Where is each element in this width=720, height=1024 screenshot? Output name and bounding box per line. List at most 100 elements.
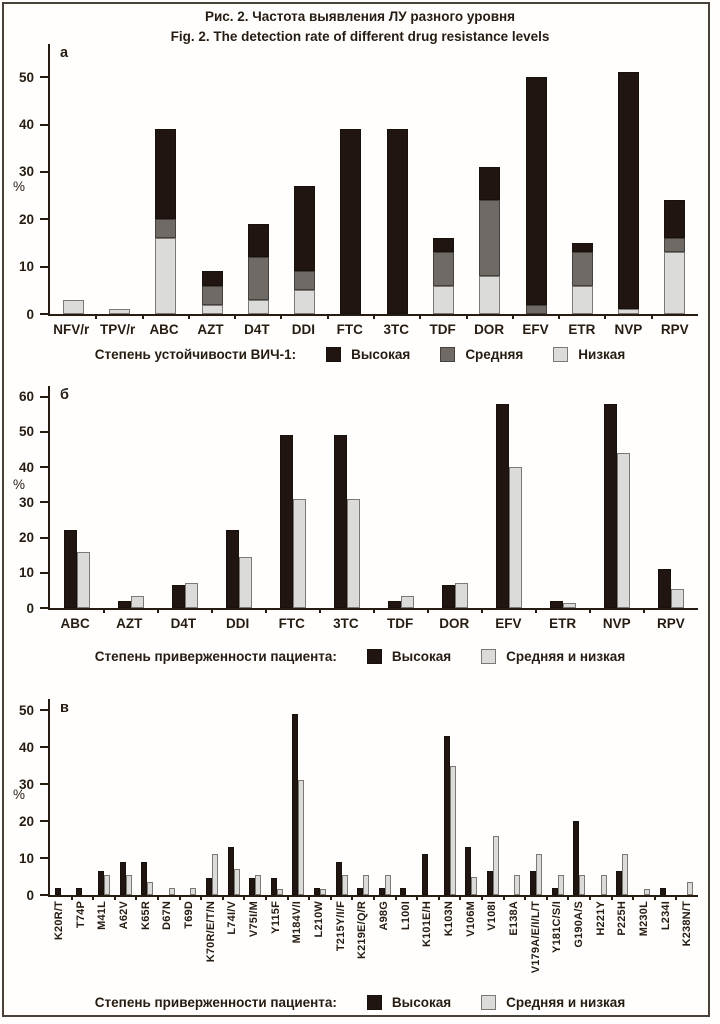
chart-b-x-axis-labels: ABC AZT D4T DDI FTC 3TC TDF DOR EFV ETR NVP RPV [48, 616, 698, 634]
bar-M230L-low [644, 889, 650, 895]
bar-A62V-high [119, 861, 126, 895]
bar-NVP-high [604, 403, 617, 608]
bar-DOR-high [479, 167, 501, 201]
x-axis-category-label: H221Y [594, 901, 607, 936]
bar-V106M-high [465, 846, 472, 895]
bar-T215Y/I/F-high [335, 861, 342, 895]
legend-item-label: Высокая [351, 347, 411, 362]
bar-D4T-low [247, 299, 269, 314]
legend-item: Высокая [326, 347, 410, 362]
x-axis-category-label: FTC [336, 322, 363, 337]
bar-FTC-high [340, 129, 362, 314]
figure-title: Рис. 2. Частота выявления ЛУ разного уро… [0, 7, 720, 48]
bar-P225H-low [622, 854, 629, 895]
x-axis-category-label: V108I [486, 901, 499, 931]
x-axis-category-label: K20R/T [52, 901, 65, 941]
y-tick-mark [40, 820, 48, 823]
legend-item-label: Низкая [578, 347, 626, 362]
y-tick-mark [40, 430, 48, 433]
bar-AZT-medium [201, 285, 223, 305]
bar-V108I-high [486, 870, 493, 895]
bar-T74P-high [76, 887, 83, 895]
x-tick-mark [70, 895, 73, 900]
figure-title-en: Fig. 2. The detection rate of different … [170, 29, 550, 45]
y-tick-mark [40, 536, 48, 539]
bar-FTC-low [293, 498, 306, 608]
chart-c-x-axis-labels: K20R/T T74P M41L A62V K65R D67N T69D K70R/E/T/N… [48, 901, 698, 991]
x-axis-category-label: EFV [495, 616, 522, 631]
x-tick-mark [326, 314, 329, 319]
x-axis-category-label: E138A [507, 901, 520, 936]
bar-V75I/M-high [249, 878, 256, 895]
bar-DDI-high [226, 530, 239, 608]
x-tick-mark [141, 314, 144, 319]
y-tick-mark [40, 466, 48, 469]
x-axis-category-label: K70R/E/T/N [204, 901, 217, 963]
x-tick-mark [394, 895, 397, 900]
x-axis-category-label: RPV [660, 322, 689, 337]
bar-AZT-low [201, 304, 223, 314]
bar-TDF-low [401, 595, 414, 608]
bar-K70R/E/T/N-high [206, 878, 212, 895]
bar-T215Y/I/F-low [341, 874, 348, 895]
legend-item: Средняя и низкая [481, 649, 625, 664]
y-tick-mark [40, 313, 48, 315]
x-tick-mark [650, 314, 653, 319]
bar-Y181C/S/I-high [551, 887, 558, 895]
x-tick-mark [178, 895, 181, 900]
bar-AZT-high [201, 271, 223, 286]
bar-D4T-low [185, 583, 198, 608]
bar-RPV-low [664, 252, 686, 314]
x-tick-mark [567, 895, 570, 900]
x-tick-mark [373, 608, 375, 613]
y-tick-label: 10 [18, 258, 34, 274]
bar-E138A-low [514, 874, 521, 895]
bar-M184V/I-low [298, 780, 305, 895]
x-tick-mark [265, 895, 267, 900]
bar-TDF-medium [432, 252, 454, 286]
x-tick-mark [92, 895, 95, 900]
chart-b-y-axis-label: % [13, 477, 26, 493]
bar-ABC-high [63, 530, 77, 608]
x-tick-mark [416, 895, 419, 900]
bar-EFV-medium [525, 304, 547, 314]
y-tick-mark [40, 501, 48, 504]
x-tick-mark [280, 314, 283, 319]
x-axis-category-label: ABC [60, 616, 90, 631]
chart-a-x-axis-labels: NFV/r TPV/r ABC AZT D4T DDI FTC 3TC TDF DOR EFV ETR… [48, 322, 698, 340]
x-axis-category-label: DDI [225, 616, 250, 631]
bar-NVP-low [617, 452, 630, 608]
bar-ABC-low [155, 238, 177, 314]
y-tick-mark [40, 746, 48, 749]
bar-D67N-low [168, 887, 175, 895]
x-axis-category-label: EFV [522, 322, 549, 337]
bar-K65R-low [147, 882, 154, 895]
x-axis-category-label: T69D [182, 901, 195, 929]
y-tick-label: 0 [26, 887, 34, 903]
chart-a-y-axis-label: % [13, 179, 26, 194]
chart-c-plot-area: в % 0 10 20 30 40 50 [13, 699, 698, 901]
y-tick-label: 10 [18, 565, 34, 581]
chart-c-panel-letter: в [60, 700, 69, 716]
x-axis-category-label: ETR [549, 616, 577, 631]
bar-D4T-high [247, 224, 269, 258]
bar-K219E/Q/R-high [357, 887, 364, 895]
bar-ABC-high [155, 129, 177, 220]
legend-item: Средняя [440, 347, 523, 362]
x-axis-category-label: DDI [291, 322, 315, 337]
bar-K20R/T-high [54, 887, 61, 895]
bar-3TC-high [334, 435, 347, 608]
x-axis-category-label: DOR [439, 616, 470, 631]
bar-AZT-high [118, 600, 131, 608]
bar-ETR-medium [571, 252, 593, 286]
x-axis-category-label: K101E/H [421, 901, 434, 948]
bar-M41L-high [97, 870, 104, 895]
y-tick-mark [40, 857, 48, 860]
y-tick-label: 30 [18, 776, 34, 792]
figure-title-ru: Рис. 2. Частота выявления ЛУ разного уро… [204, 9, 516, 24]
bar-D4T-high [172, 585, 185, 608]
y-tick-label: 50 [18, 69, 34, 85]
legend-item: Низкая [553, 347, 625, 362]
x-axis-category-label: P225H [616, 901, 629, 936]
